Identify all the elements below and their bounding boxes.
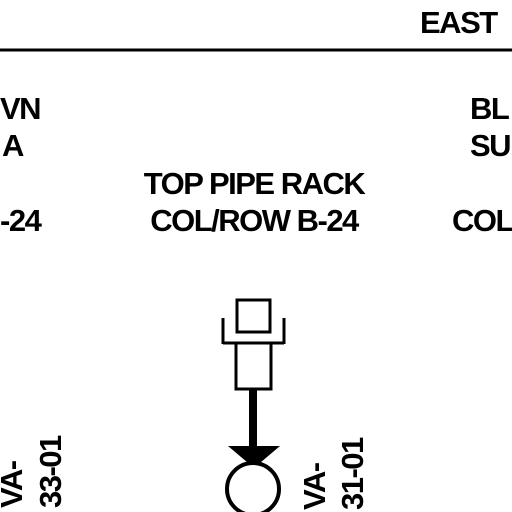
valve-triangle [228,446,280,468]
center-location-line1: TOP PIPE RACK [143,166,366,201]
actuator-top-box [235,298,272,334]
east-label: EAST [420,5,498,40]
valve-tag-left-line1: VA- [0,461,29,508]
valve-circle [225,461,281,512]
valve-tag-left-line2: 33-01 [33,436,68,508]
valve-tag-center-line1: VA- [297,463,332,510]
instrument-symbol [221,298,286,512]
center-location-line2: COL/ROW B-24 [150,203,359,238]
left-location-line2: A [2,128,24,163]
right-location-line2: SU [470,128,512,163]
valve-tag-center-line2: 31-01 [335,438,370,510]
left-location-line3: -24 [0,203,42,238]
right-location-line1: BL [470,91,510,126]
left-location-line1: VN [0,91,42,126]
right-location-line3: COL [452,203,512,238]
actuator-body-box [234,341,273,391]
